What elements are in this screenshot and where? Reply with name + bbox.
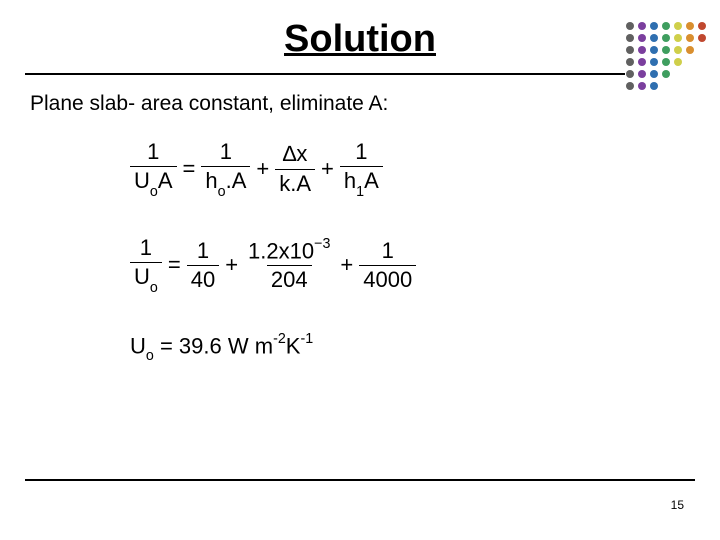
decoration-dot — [626, 70, 634, 78]
decoration-dot — [638, 58, 646, 66]
equals-sign: = — [177, 156, 202, 182]
decoration-dot — [626, 22, 634, 30]
eq2-t2-num: 1.2x10−3 — [244, 239, 334, 266]
decoration-dot — [662, 46, 670, 54]
decoration-dot — [686, 34, 694, 42]
eq1-t3-num: 1 — [351, 140, 371, 166]
decoration-dot — [650, 46, 658, 54]
eq1-t3-den: h1A — [340, 166, 383, 198]
page-number: 15 — [671, 498, 684, 512]
eq2-t3-num: 1 — [378, 239, 398, 265]
horizontal-rule-bottom — [25, 479, 695, 481]
eq1-t2-num: ∆x — [279, 142, 311, 168]
decoration-dot — [638, 70, 646, 78]
eq2-term1: 1 40 — [187, 239, 219, 292]
decoration-dot — [662, 22, 670, 30]
decoration-dot — [698, 22, 706, 30]
equations-area: 1 UoA = 1 ho.A + ∆x k.A + 1 h1A 1 Uo — [130, 140, 630, 362]
eq2-lhs-fraction: 1 Uo — [130, 236, 162, 294]
decoration-dot — [686, 46, 694, 54]
decoration-dot — [650, 70, 658, 78]
result-line: Uo = 39.6 W m-2K-1 — [130, 333, 630, 363]
eq2-term2: 1.2x10−3 204 — [244, 239, 334, 293]
decoration-dot — [650, 58, 658, 66]
decoration-dot — [626, 46, 634, 54]
eq2-t3-den: 4000 — [359, 265, 416, 292]
eq1-lhs-fraction: 1 UoA — [130, 140, 177, 198]
eq1-term1: 1 ho.A — [201, 140, 250, 198]
plus-sign: + — [250, 156, 275, 182]
eq2-term3: 1 4000 — [359, 239, 416, 292]
body-text: Plane slab- area constant, eliminate A: — [30, 92, 388, 116]
eq2-t1-den: 40 — [187, 265, 219, 292]
decoration-dot — [662, 58, 670, 66]
decoration-dot — [686, 22, 694, 30]
eq2-lhs-den: Uo — [130, 262, 162, 294]
decoration-dot — [650, 22, 658, 30]
eq1-t2-den: k.A — [275, 169, 315, 196]
plus-sign: + — [315, 156, 340, 182]
decoration-dot — [638, 22, 646, 30]
equation-2: 1 Uo = 1 40 + 1.2x10−3 204 + 1 4000 — [130, 236, 630, 294]
eq2-t1-num: 1 — [193, 239, 213, 265]
decoration-dot — [626, 34, 634, 42]
decoration-dot — [626, 58, 634, 66]
slide-title: Solution — [0, 18, 720, 61]
decoration-dot — [650, 82, 658, 90]
decoration-dot — [674, 34, 682, 42]
decoration-dot — [662, 70, 670, 78]
decoration-dot — [698, 34, 706, 42]
eq1-t1-num: 1 — [216, 140, 236, 166]
eq1-lhs-num: 1 — [143, 140, 163, 166]
eq1-lhs-den: UoA — [130, 166, 177, 198]
equation-1: 1 UoA = 1 ho.A + ∆x k.A + 1 h1A — [130, 140, 630, 198]
decoration-dot — [638, 34, 646, 42]
eq1-term3: 1 h1A — [340, 140, 383, 198]
slide: Solution Plane slab- area constant, elim… — [0, 0, 720, 540]
decoration-dot — [650, 34, 658, 42]
decoration-dot — [638, 46, 646, 54]
decoration-dot — [638, 82, 646, 90]
decoration-dot — [674, 58, 682, 66]
decoration-dot — [662, 34, 670, 42]
eq1-term2: ∆x k.A — [275, 142, 315, 195]
horizontal-rule-top — [25, 73, 625, 75]
decoration-dot — [674, 22, 682, 30]
eq2-lhs-num: 1 — [136, 236, 156, 262]
eq2-t2-den: 204 — [267, 265, 312, 292]
decoration-dot — [674, 46, 682, 54]
equals-sign: = — [162, 252, 187, 278]
eq1-t1-den: ho.A — [201, 166, 250, 198]
decoration-dot — [626, 82, 634, 90]
plus-sign: + — [334, 252, 359, 278]
plus-sign: + — [219, 252, 244, 278]
